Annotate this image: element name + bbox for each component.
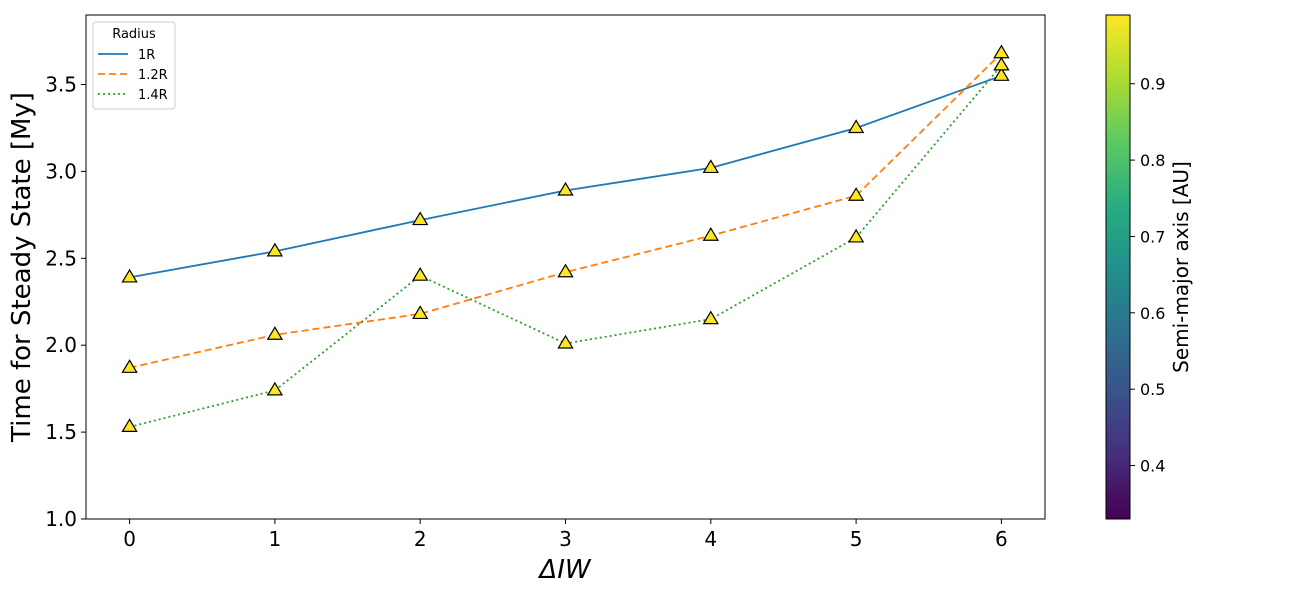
y-axis-title: Time for Steady State [My] — [7, 92, 37, 443]
data-point-1.2R — [702, 227, 719, 241]
x-axis: 0 1 2 3 4 5 6 — [123, 519, 1008, 551]
colorbar-title: Semi-major axis [AU] — [1169, 161, 1193, 373]
data-point-1R — [993, 67, 1010, 81]
colorbar-tick-label: 0.7 — [1140, 227, 1165, 246]
data-point-1.2R — [121, 359, 138, 373]
data-point-1.2R — [557, 263, 574, 278]
data-point-1.2R — [412, 305, 429, 320]
x-tick-label: 1 — [269, 527, 282, 551]
legend: Radius 1R 1.2R 1.4R — [92, 21, 176, 110]
data-point-1R — [847, 119, 865, 134]
x-tick-label: 5 — [850, 527, 863, 551]
data-point-1.2R — [266, 326, 284, 340]
x-tick-label: 6 — [995, 527, 1008, 551]
y-tick-label: 3.5 — [45, 73, 77, 97]
data-point-1R — [121, 268, 138, 283]
data-point-1.4R — [557, 334, 574, 349]
legend-label-1.4R: 1.4R — [138, 88, 168, 103]
colorbar-ticks: 0.4 0.5 0.6 0.7 0.8 0.9 — [1130, 75, 1165, 476]
y-tick-label: 2.0 — [45, 333, 77, 357]
legend-label-1.2R: 1.2R — [138, 68, 168, 83]
colorbar: 0.4 0.5 0.6 0.7 0.8 0.9 Semi-major axis [AU] — [1105, 14, 1193, 520]
legend-label-1R: 1R — [138, 48, 155, 63]
x-axis-title: ΔIW — [537, 555, 591, 585]
legend-box — [92, 21, 176, 110]
x-tick-label: 0 — [123, 527, 136, 551]
data-point-1.4R — [702, 310, 719, 325]
colorbar-tick-label: 0.8 — [1140, 151, 1165, 170]
colorbar-tick-label: 0.5 — [1140, 380, 1165, 399]
legend-entries: 1R 1.2R 1.4R — [98, 48, 168, 103]
y-tick-label: 2.5 — [45, 246, 77, 270]
data-point-1.2R — [847, 187, 865, 201]
x-tick-label: 2 — [414, 527, 427, 551]
data-point-1R — [266, 242, 284, 257]
data-point-1.4R — [993, 56, 1010, 71]
colorbar-gradient — [1105, 14, 1131, 520]
colorbar-tick-label: 0.9 — [1140, 75, 1165, 94]
x-tick-label: 3 — [559, 527, 572, 551]
legend-title: Radius — [112, 27, 156, 42]
colorbar-tick-label: 0.4 — [1140, 457, 1165, 476]
y-tick-label: 3.0 — [45, 159, 77, 183]
data-point-1.4R — [121, 418, 138, 432]
x-tick-label: 4 — [704, 527, 717, 551]
data-point-1R — [557, 181, 574, 196]
y-axis: 1.0 1.5 2.0 2.5 3.0 3.5 — [45, 73, 86, 531]
y-tick-label: 1.5 — [45, 420, 77, 444]
data-point-1.4R — [266, 381, 284, 396]
data-point-1R — [412, 211, 429, 226]
marker-layer — [121, 44, 1010, 432]
data-point-1R — [702, 159, 719, 174]
colorbar-tick-label: 0.6 — [1140, 304, 1165, 323]
data-point-1.4R — [412, 267, 429, 281]
data-point-1.4R — [847, 228, 865, 243]
y-tick-label: 1.0 — [45, 507, 77, 531]
